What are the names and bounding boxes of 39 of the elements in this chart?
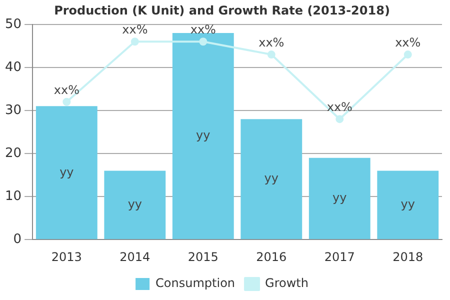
x-tick-label: 2014 xyxy=(120,250,150,264)
data-label: yy xyxy=(196,128,210,142)
y-tick-label: 50 xyxy=(4,16,22,32)
bar xyxy=(36,106,98,240)
bar xyxy=(172,33,234,240)
data-label: xx% xyxy=(54,82,80,97)
y-tick-label: 0 xyxy=(13,232,22,247)
point xyxy=(336,115,344,124)
y-tick-label: 10 xyxy=(4,188,22,204)
data-label: xx% xyxy=(122,22,148,37)
bar xyxy=(104,170,166,240)
y-tick-label: 40 xyxy=(4,60,22,75)
point xyxy=(199,38,208,46)
x-tick-label: 2013 xyxy=(51,250,82,264)
chart-title: Production (K Unit) and Growth Rate (2013-2018) xyxy=(54,3,390,18)
bar xyxy=(308,158,370,240)
data-label: xx% xyxy=(190,22,216,37)
bar xyxy=(240,119,302,240)
data-label: yy xyxy=(128,197,142,212)
point xyxy=(404,50,412,59)
legend-label: Growth xyxy=(265,276,308,290)
x-tick-label: 2016 xyxy=(256,250,287,264)
point xyxy=(130,38,139,46)
y-tick-label: 20 xyxy=(4,146,22,161)
y-tick-label: 30 xyxy=(4,102,22,118)
x-tick-label: 2015 xyxy=(188,250,218,264)
data-label: xx% xyxy=(258,36,284,50)
data-label: yy xyxy=(264,171,278,186)
x-tick-label: 2017 xyxy=(324,250,355,264)
data-label: yy xyxy=(332,190,347,205)
legend-label: Consumption xyxy=(156,276,236,290)
point xyxy=(267,50,276,59)
data-label: xx% xyxy=(326,100,352,114)
data-label: yy xyxy=(400,197,415,212)
point xyxy=(62,98,71,106)
bar xyxy=(377,170,439,240)
data-label: yy xyxy=(60,164,74,179)
x-tick-label: 2018 xyxy=(392,250,424,264)
data-label: xx% xyxy=(395,36,421,50)
